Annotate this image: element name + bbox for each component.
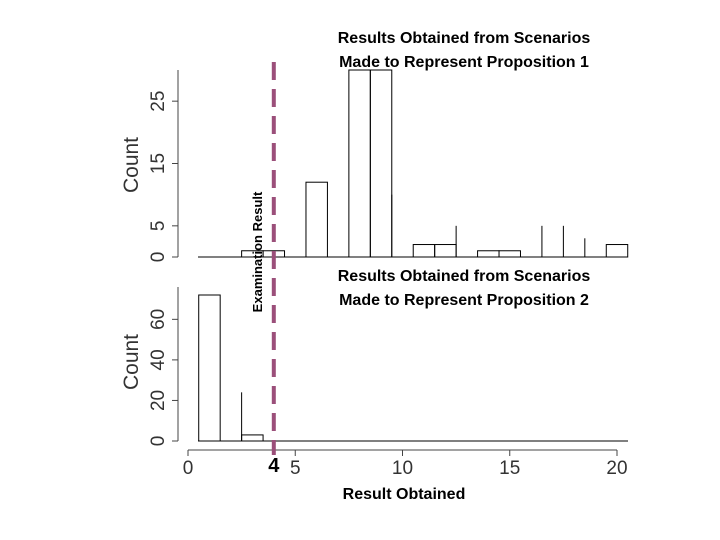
y-tick-label: 40 [148,349,169,370]
histogram-bar [241,434,264,442]
histogram-bar [198,294,221,442]
x-axis-label: Result Obtained [343,486,466,503]
examination-label: Examination Result [250,191,265,312]
histogram-bar [305,181,328,258]
histogram-bar [605,244,629,258]
panel-bottom: 0 20 40 60 Count Results Obtained from Scen… [120,268,628,446]
y-tick-label: 15 [148,153,169,174]
examination-value-label: 4 [268,455,280,477]
y-tick-label: 20 [148,390,169,411]
y-tick-label: 0 [148,436,169,447]
histogram-bar [369,69,393,258]
histogram-bar [348,69,371,258]
bottom-title-line1: Results Obtained from Scenarios [338,268,591,285]
x-tick-label: 15 [499,458,520,479]
panel-top: 0 5 15 25 Count Results Obtained from Scena… [120,30,629,263]
y-tick-label: 5 [148,221,169,232]
y-tick-label: 0 [148,252,169,263]
x-tick-label: 5 [290,458,301,479]
top-title-line2: Made to Represent Proposition 1 [339,54,589,71]
x-tick-label: 20 [606,458,627,479]
histogram-bar [434,244,457,258]
y-tick-label: 25 [148,91,169,112]
y-tick-label: 60 [148,309,169,330]
bottom-y-label: Count [120,334,143,390]
top-y-label: Count [120,137,143,193]
histogram-bar [477,250,500,258]
examination-annotation: Examination Result 4 [250,62,280,477]
histogram-bar [412,244,436,258]
x-tick-label: 10 [392,458,413,479]
bottom-title-line2: Made to Represent Proposition 2 [339,292,589,309]
x-tick-label: 0 [183,458,194,479]
top-title-line1: Results Obtained from Scenarios [338,30,591,47]
x-axis: 0 5 10 15 20 Result Obtained [183,449,628,503]
histogram-bar [498,250,521,258]
